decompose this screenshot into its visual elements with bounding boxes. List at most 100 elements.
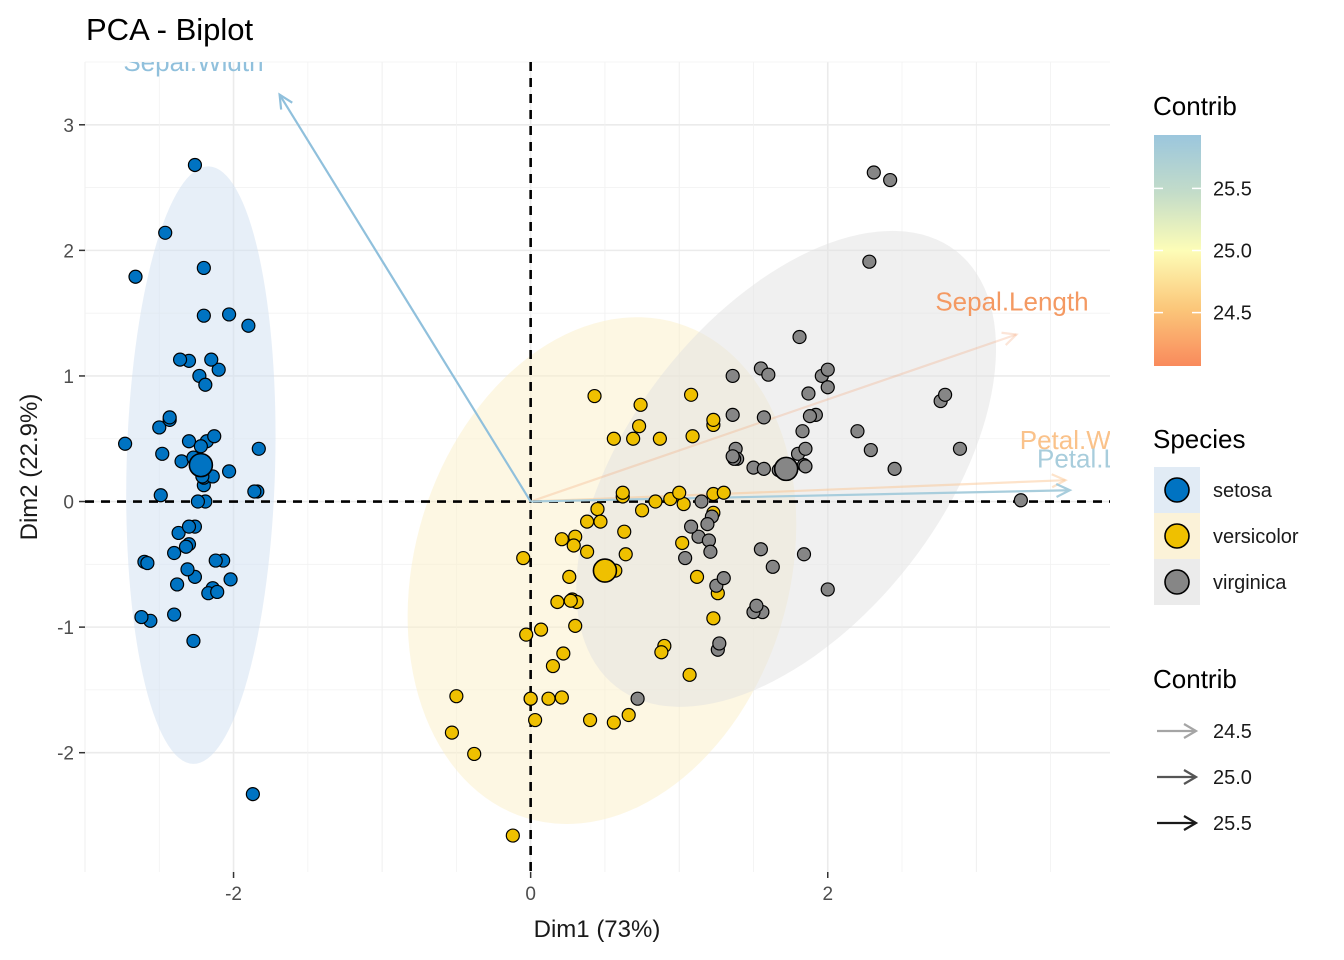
point-versicolor (444, 725, 460, 740)
legend-contrib-colorbar: Contrib 25.5 25.0 24.5 (1153, 91, 1252, 366)
species-key-setosa (1164, 477, 1190, 503)
colorbar-label: 25.5 (1213, 178, 1252, 200)
point-versicolor (633, 397, 648, 412)
point-setosa (152, 420, 167, 435)
arrow-legend-label: 25.0 (1213, 767, 1252, 789)
point-setosa (241, 318, 256, 333)
point-setosa (247, 484, 262, 499)
point-versicolor (568, 618, 583, 633)
arrow-Sepal.Length (530, 331, 1019, 503)
point-versicolor (606, 715, 621, 730)
species-label: versicolor (1213, 526, 1299, 548)
point-versicolor (523, 691, 538, 706)
point-versicolor (545, 658, 561, 674)
point-versicolor (556, 646, 571, 661)
point-virginica (801, 386, 816, 401)
species-key-virginica (1164, 569, 1190, 595)
point-setosa (221, 464, 237, 479)
point-versicolor (449, 689, 464, 704)
point-versicolor (626, 431, 641, 446)
variable-labels: Sepal.Width Sepal.Length Petal.WidthPetal.… (123, 47, 1183, 474)
point-versicolor (541, 691, 556, 706)
legend-species: Species setosa versicolor virginica (1153, 424, 1299, 605)
point-versicolor (606, 431, 621, 446)
point-versicolor (587, 388, 602, 404)
point-versicolor (505, 828, 520, 843)
legend-arrows-title: Contrib (1153, 664, 1237, 694)
x-tick-label: 0 (525, 884, 536, 905)
point-setosa (180, 562, 195, 577)
point-versicolor (682, 667, 697, 682)
variable-label-Petal.Width: Petal.Width (1020, 425, 1153, 455)
y-axis-title: Dim2 (22.9%) (16, 394, 43, 541)
arrow-key-head (1183, 769, 1199, 785)
variable-label-Petal.Length: Petal.Length (1037, 444, 1183, 474)
centroid-versicolor (592, 558, 618, 583)
arrow-Sepal.Width (278, 92, 532, 503)
x-tick-label: 2 (822, 884, 833, 905)
y-tick-label: 3 (63, 116, 74, 137)
arrow-key-25.5 (1157, 815, 1199, 831)
point-setosa (223, 572, 238, 587)
point-virginica (798, 441, 813, 456)
arrow-head (1001, 331, 1019, 346)
point-virginica (683, 519, 699, 534)
y-tick-label: 1 (63, 367, 74, 388)
point-versicolor (533, 622, 549, 637)
point-virginica (938, 387, 953, 402)
point-setosa (134, 609, 149, 625)
arrow-shaft (278, 94, 532, 503)
point-virginica (802, 409, 818, 424)
point-virginica (863, 442, 878, 458)
point-virginica (798, 459, 813, 474)
point-setosa (174, 454, 189, 469)
point-versicolor (580, 514, 595, 529)
point-virginica (1013, 493, 1028, 508)
point-setosa (170, 577, 185, 592)
point-setosa (221, 307, 237, 322)
point-virginica (850, 424, 865, 439)
point-setosa (181, 434, 197, 449)
legend-contrib-arrows: Contrib 24.5 25.0 25.5 (1153, 664, 1252, 835)
arrow-key-25.0 (1157, 769, 1199, 785)
point-virginica (725, 368, 740, 384)
point-versicolor (528, 712, 543, 728)
arrow-key-24.5 (1157, 723, 1199, 739)
point-virginica (716, 571, 731, 586)
point-virginica (725, 449, 740, 464)
point-virginica (795, 424, 810, 439)
point-versicolor (580, 544, 595, 559)
point-setosa (207, 429, 222, 444)
point-setosa (251, 441, 266, 456)
point-setosa (178, 539, 194, 554)
point-versicolor (617, 524, 632, 539)
point-setosa (128, 269, 143, 284)
point-virginica (678, 550, 693, 566)
point-setosa (196, 308, 211, 323)
point-setosa (198, 377, 213, 392)
point-versicolor (683, 387, 699, 402)
point-versicolor (563, 593, 578, 608)
point-setosa (118, 436, 133, 451)
point-virginica (952, 441, 968, 456)
point-versicolor (631, 419, 647, 434)
colorbar-label: 24.5 (1213, 303, 1252, 325)
point-setosa (208, 553, 223, 568)
point-versicolor (652, 431, 667, 446)
centroid-virginica (773, 456, 799, 482)
point-virginica (700, 517, 715, 532)
point-versicolor (706, 412, 721, 428)
point-setosa (245, 787, 260, 802)
point-setosa (172, 352, 188, 367)
point-setosa (210, 584, 225, 600)
point-versicolor (566, 538, 581, 553)
point-setosa (181, 519, 197, 534)
point-versicolor (590, 501, 605, 517)
point-setosa (190, 494, 205, 509)
point-setosa (196, 260, 211, 276)
species-label: virginica (1213, 572, 1287, 594)
variable-label-Sepal.Width: Sepal.Width (123, 47, 263, 77)
point-versicolor (618, 547, 633, 562)
x-tick-label: -2 (225, 884, 242, 905)
